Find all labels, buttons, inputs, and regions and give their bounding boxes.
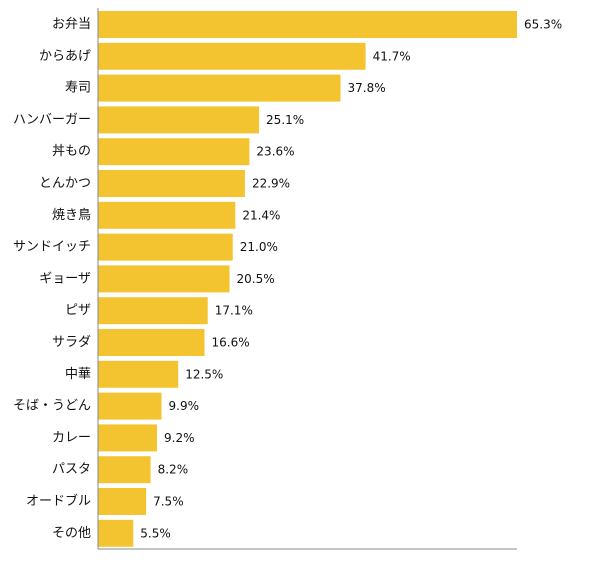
value-label-15: 7.5% [153, 495, 184, 509]
category-label-1: からあげ [39, 49, 91, 64]
bar-16 [98, 519, 134, 547]
bar-0 [98, 11, 517, 38]
category-label-10: サラダ [52, 335, 91, 350]
category-label-11: 中華 [65, 367, 91, 382]
bar-11 [98, 360, 179, 388]
bar-13 [98, 424, 158, 452]
value-labels: 65.3% 41.7% 37.8% 25.1% 23.6% 22.9% 21.4% 21.0%… [140, 18, 562, 541]
category-label-13: カレー [52, 430, 91, 445]
bar-12 [98, 392, 162, 420]
category-label-0: お弁当 [52, 17, 91, 32]
bar-9 [98, 297, 208, 325]
bar-5 [98, 170, 245, 197]
value-label-10: 16.6% [212, 336, 250, 350]
bar-3 [98, 106, 260, 134]
category-label-5: とんかつ [39, 176, 91, 191]
value-label-12: 9.9% [169, 399, 200, 413]
bars-group [98, 11, 517, 547]
category-label-15: オードブル [26, 493, 91, 509]
category-label-9: ピザ [65, 303, 91, 318]
value-label-9: 17.1% [215, 304, 253, 318]
bar-14 [98, 456, 151, 484]
category-label-12: そば・うどん [13, 399, 91, 414]
category-label-14: パスタ [52, 462, 91, 477]
bar-6 [98, 201, 236, 229]
category-label-6: 焼き鳥 [52, 208, 91, 223]
bar-10 [98, 329, 205, 356]
bar-8 [98, 265, 230, 293]
value-label-14: 8.2% [158, 463, 189, 477]
value-label-13: 9.2% [164, 431, 195, 445]
category-label-8: ギョーザ [39, 271, 91, 286]
value-label-0: 65.3% [524, 18, 562, 32]
bar-7 [98, 233, 233, 261]
category-label-7: サンドイッチ [13, 240, 91, 255]
value-label-1: 41.7% [373, 49, 411, 63]
value-label-2: 37.8% [348, 81, 386, 95]
bar-4 [98, 138, 250, 166]
category-label-16: その他 [52, 526, 91, 541]
category-label-2: 寿司 [65, 81, 91, 96]
value-label-5: 22.9% [252, 177, 290, 191]
value-label-8: 20.5% [237, 272, 275, 286]
value-label-4: 23.6% [256, 145, 294, 159]
category-label-3: ハンバーガー [13, 112, 91, 127]
value-label-11: 12.5% [185, 367, 223, 381]
bar-2 [98, 74, 341, 102]
value-label-16: 5.5% [140, 526, 171, 540]
bar-15 [98, 488, 147, 515]
value-label-6: 21.4% [242, 208, 280, 222]
category-labels: お弁当からあげ寿司ハンバーガー丼ものとんかつ焼き鳥サンドイッチギョーザピザサラダ… [13, 17, 91, 541]
value-label-7: 21.0% [240, 240, 278, 254]
category-label-4: 丼もの [52, 144, 91, 159]
value-label-3: 25.1% [266, 113, 304, 127]
bar-1 [98, 42, 366, 70]
